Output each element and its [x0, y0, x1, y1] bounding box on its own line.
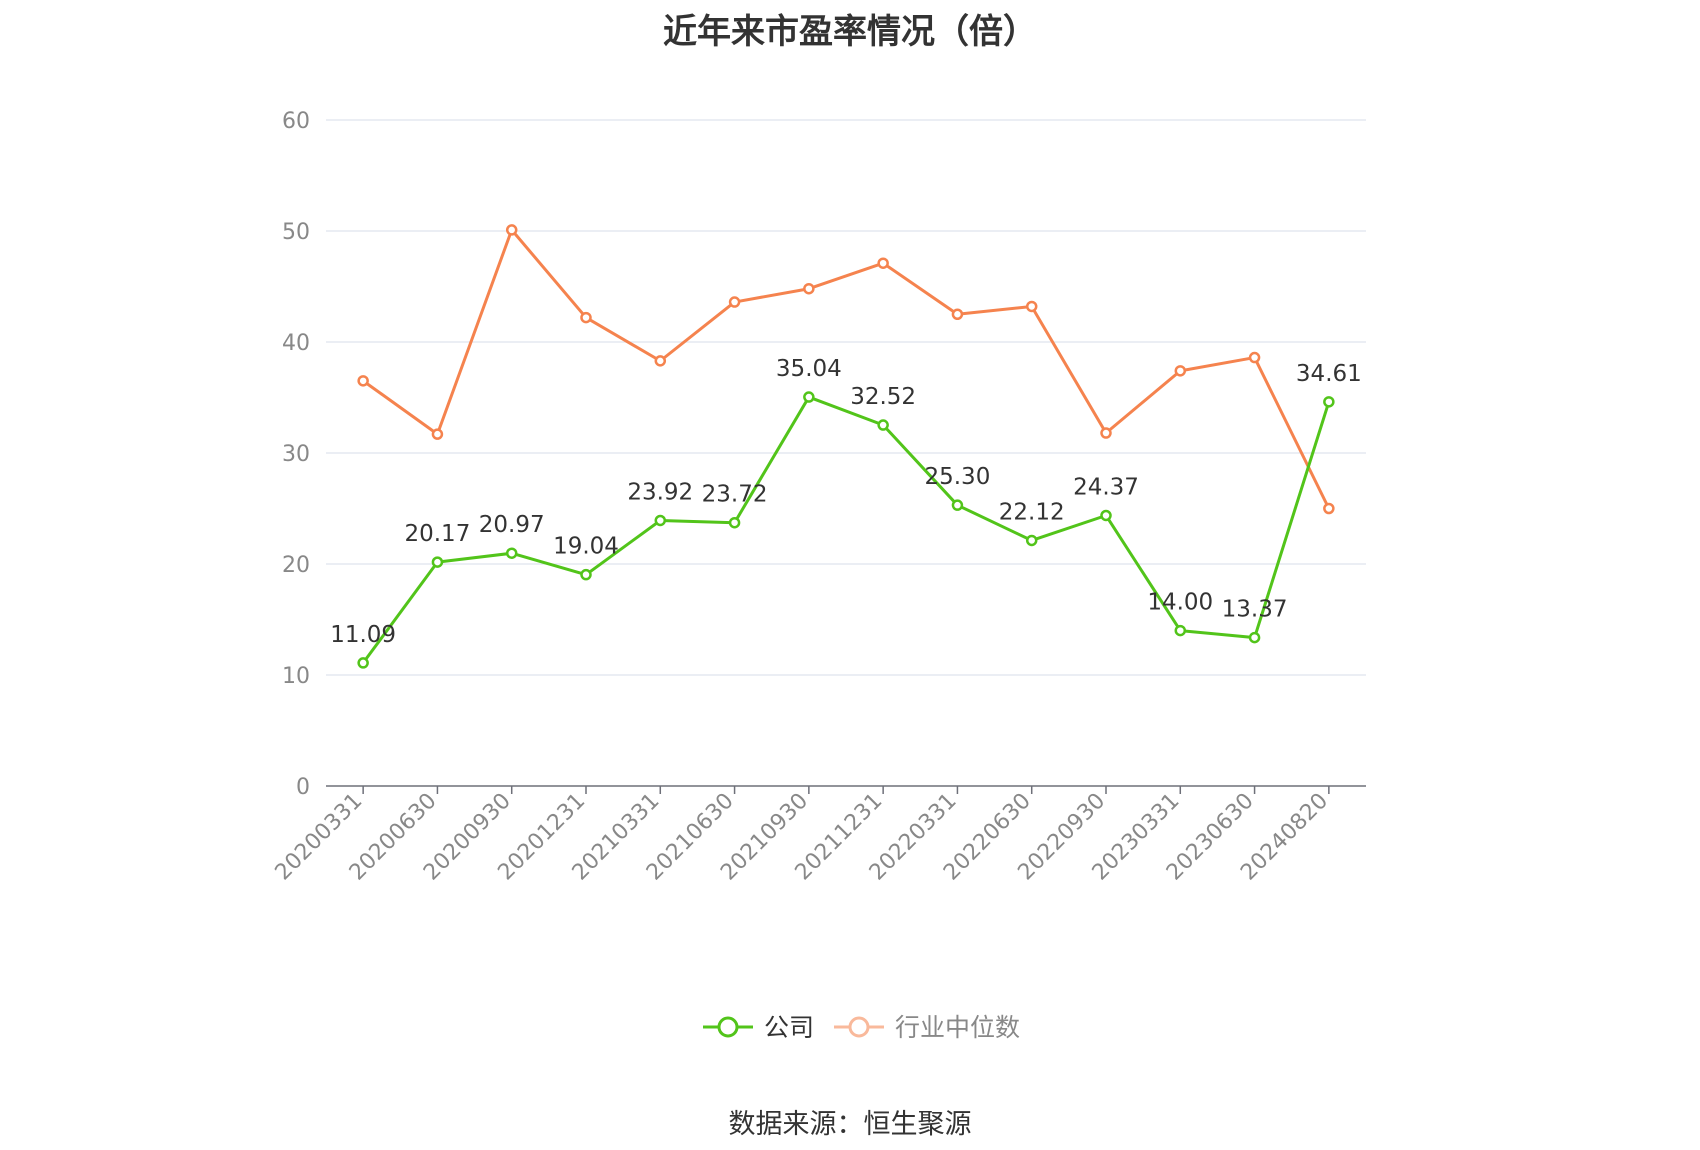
industry-median-data-point: [1100, 427, 1112, 439]
grid-lines: [326, 119, 1366, 676]
legend-label: 公司: [764, 1013, 814, 1042]
legend-item-company[interactable]: 公司: [703, 1013, 814, 1042]
company-series-line: [361, 395, 1331, 664]
industry-median-data-point: [580, 311, 592, 324]
company-data-label: 35.04: [776, 356, 842, 382]
legend-item-industry-median[interactable]: 行业中位数: [834, 1013, 1020, 1042]
legend-marker: [717, 1016, 739, 1038]
company-data-label: 14.00: [1147, 590, 1213, 616]
company-data-label: 11.09: [330, 622, 396, 648]
chart-title: 近年来市盈率情况（倍）: [663, 12, 1037, 52]
legend[interactable]: 公司 行业中位数: [703, 1013, 1020, 1042]
industry-median-data-point: [1248, 351, 1261, 364]
y-tick-label: 0: [296, 775, 310, 800]
y-tick-label: 10: [282, 664, 310, 689]
company-data-label: 20.17: [404, 521, 470, 547]
company-data-label: 22.12: [999, 499, 1065, 525]
company-data-label: 23.72: [702, 482, 768, 508]
company-data-label: 34.61: [1296, 361, 1362, 387]
company-data-label: 23.92: [627, 479, 693, 505]
company-data-point: [728, 516, 741, 529]
industry-median-data-point: [357, 375, 369, 387]
company-data-point: [1100, 509, 1112, 522]
company-data-point: [1323, 396, 1335, 408]
industry-median-data-point: [1025, 300, 1038, 313]
company-data-label: 25.30: [924, 464, 990, 490]
legend-marker: [848, 1016, 870, 1038]
data-source-note: 数据来源：恒生聚源: [728, 1109, 972, 1140]
industry-median-data-point: [654, 355, 667, 367]
data-labels: 11.09 20.17 20.97 19.04 23.92 23.72 35.04 32.52…: [330, 356, 1362, 648]
company-data-point: [1174, 624, 1187, 637]
company-data-point: [580, 568, 592, 581]
y-tick-label: 20: [282, 553, 310, 578]
industry-median-data-point: [951, 308, 964, 320]
industry-median-data-point: [1174, 365, 1187, 377]
company-data-label: 32.52: [850, 384, 916, 410]
y-tick-label: 40: [282, 331, 310, 356]
industry-median-data-point: [803, 282, 815, 295]
company-data-point: [1025, 534, 1038, 547]
industry-median-data-point: [728, 296, 741, 308]
industry-median-series-line: [362, 228, 1331, 510]
industry-median-data-point: [1323, 502, 1335, 515]
company-data-label: 13.37: [1222, 597, 1288, 623]
company-data-point: [803, 391, 815, 403]
company-data-point: [357, 657, 369, 669]
company-data-point: [654, 514, 667, 527]
series-lines: [357, 224, 1335, 669]
company-data-point: [505, 547, 518, 559]
y-tick-label: 60: [282, 109, 310, 134]
company-data-point: [877, 419, 889, 431]
legend-label: 行业中位数: [895, 1013, 1020, 1042]
company-data-point: [951, 499, 964, 511]
company-data-label: 24.37: [1073, 474, 1139, 500]
company-data-label: 19.04: [553, 534, 619, 560]
y-tick-label: 50: [282, 220, 310, 245]
industry-median-data-point: [877, 257, 889, 269]
company-data-label: 20.97: [479, 512, 545, 538]
industry-median-data-point: [431, 428, 444, 440]
y-tick-label: 30: [282, 442, 310, 467]
industry-median-data-point: [505, 224, 518, 236]
company-data-point: [1248, 631, 1261, 644]
company-data-point: [431, 556, 444, 568]
axes: 0102030405060202003312020063020200930202…: [271, 109, 1366, 885]
